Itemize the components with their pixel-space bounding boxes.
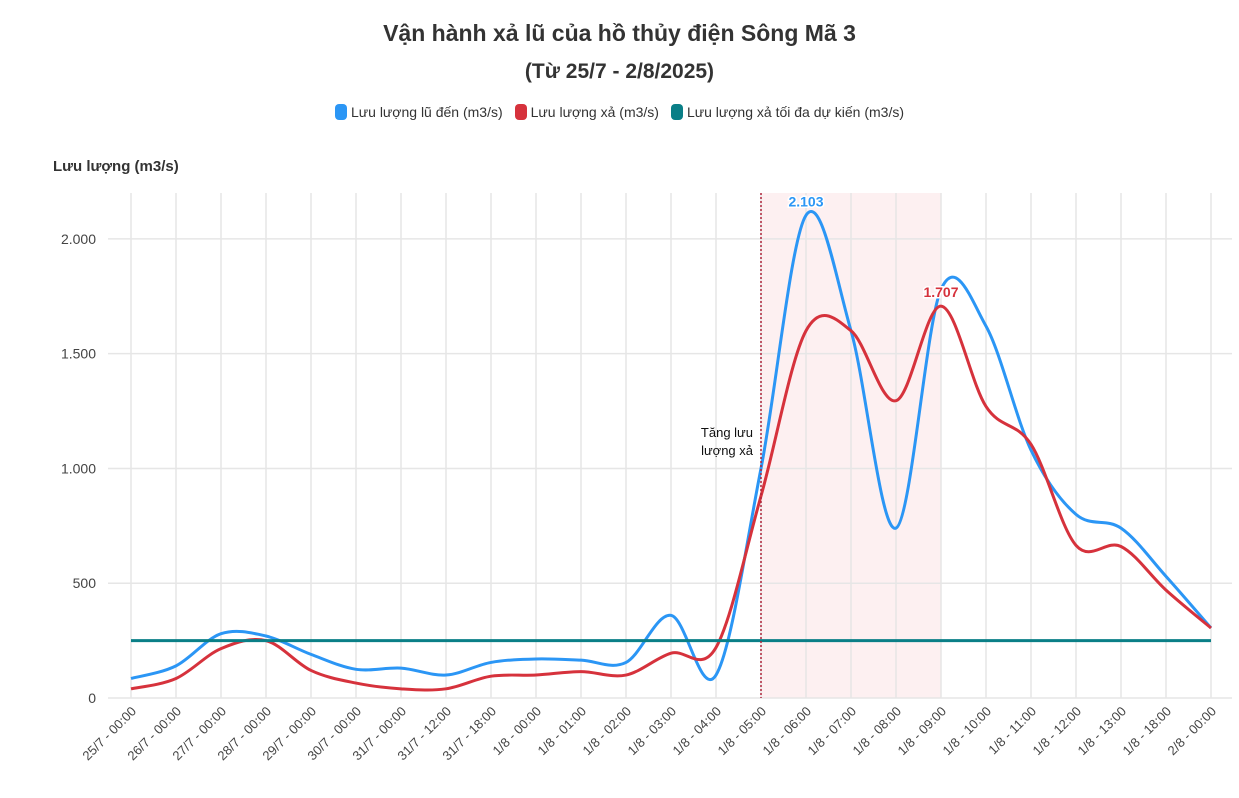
y-tick-label: 1.000 — [61, 460, 96, 476]
x-tick-label: 1/8 - 10:00 — [940, 704, 995, 759]
x-tick-label: 2/8 - 00:00 — [1165, 704, 1220, 759]
y-axis-label: Lưu lượng (m3/s) — [53, 158, 179, 175]
legend-item-inflow[interactable]: Lưu lượng lũ đến (m3/s) — [334, 104, 503, 120]
chart-title: Vận hành xả lũ của hồ thủy điện Sông Mã … — [383, 20, 856, 46]
legend: Lưu lượng lũ đến (m3/s) Lưu lượng xả (m3… — [0, 104, 1239, 120]
y-tick-label: 500 — [73, 575, 97, 591]
data-label: 1.707 — [923, 284, 958, 300]
data-label: 2.103 — [788, 193, 823, 209]
y-tick-label: 2.000 — [61, 231, 96, 247]
annotation-text-line1: Tăng lưu — [701, 425, 753, 440]
legend-swatch-inflow — [334, 104, 347, 120]
legend-swatch-max-discharge — [670, 104, 683, 120]
legend-item-discharge[interactable]: Lưu lượng xả (m3/s) — [514, 104, 659, 120]
y-tick-label: 1.500 — [61, 346, 96, 362]
chart-subtitle: (Từ 25/7 - 2/8/2025) — [524, 60, 715, 83]
y-tick-label: 0 — [88, 690, 96, 706]
legend-item-max-discharge[interactable]: Lưu lượng xả tối đa dự kiến (m3/s) — [670, 104, 904, 120]
legend-label-inflow: Lưu lượng lũ đến (m3/s) — [350, 104, 503, 120]
legend-label-max-discharge: Lưu lượng xả tối đa dự kiến (m3/s) — [686, 104, 904, 120]
legend-label-discharge: Lưu lượng xả (m3/s) — [530, 104, 659, 120]
legend-swatch-discharge — [514, 104, 527, 120]
annotation-text-line2: lượng xả — [701, 443, 754, 458]
series-line-discharge — [130, 304, 1212, 692]
